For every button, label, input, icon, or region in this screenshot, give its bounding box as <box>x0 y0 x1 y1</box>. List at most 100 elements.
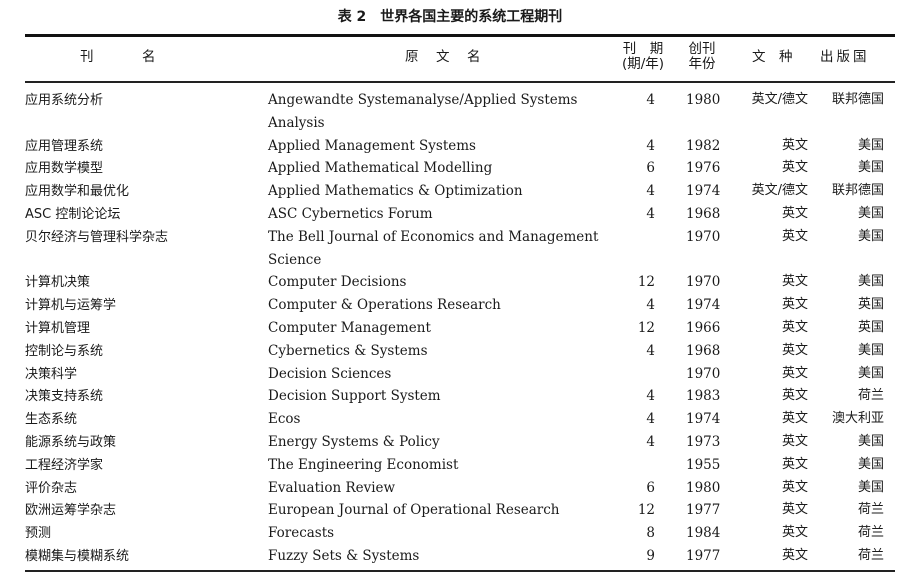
issues-per-year: 4 <box>646 92 655 108</box>
issues-per-year: 4 <box>646 388 655 405</box>
founded-year: 1974 <box>686 411 721 428</box>
journal-chinese-name: 应用管理系统 <box>25 138 104 154</box>
founded-year: 1974 <box>686 183 721 200</box>
founded-year: 1984 <box>686 525 721 542</box>
founded-year: 1968 <box>686 342 721 359</box>
language: 英文 <box>781 137 808 153</box>
journal-original-name: Fuzzy Sets & Systems <box>268 547 420 564</box>
header-rule <box>25 81 895 83</box>
table-row: 控制论与系统 Cybernetics & Systems 4 1968 英文 美国 <box>0 338 900 361</box>
language: 英文 <box>781 411 808 427</box>
journal-original-name: Cybernetics & Systems <box>268 342 428 359</box>
table-row: 能源系统与政策 Energy Systems & Policy 4 1973 英文 美国 <box>0 429 900 452</box>
publishing-country: 美国 <box>857 274 884 290</box>
header-founded: 创刊 年份 <box>684 42 720 72</box>
journal-original-name: The Bell Journal of Economics and Manage… <box>268 228 599 268</box>
journal-chinese-name: 应用数学和最优化 <box>25 184 130 200</box>
language: 英文 <box>781 297 808 313</box>
header-founded-line2: 年份 <box>688 56 716 72</box>
journal-original-name: Computer Management <box>268 319 431 336</box>
table-row: 应用数学模型 Applied Mathematical Modelling 6 197… <box>0 155 900 178</box>
publishing-country: 美国 <box>857 456 884 472</box>
language: 英文 <box>781 160 808 176</box>
table-row: 应用管理系统 Applied Management Systems 4 1982 英文 美… <box>0 133 900 156</box>
journal-chinese-name: 计算机与运筹学 <box>25 298 117 314</box>
founded-year: 1968 <box>686 205 721 222</box>
table-row: 模糊集与模糊系统 Fuzzy Sets & Systems 9 1977 英文 荷兰 <box>0 543 900 566</box>
header-frequency: 刊 期 (期/年) <box>618 42 668 72</box>
publishing-country: 美国 <box>857 137 884 153</box>
top-rule <box>25 34 895 37</box>
publishing-country: 联邦德国 <box>831 92 884 107</box>
issues-per-year: 4 <box>646 342 655 359</box>
founded-year: 1980 <box>686 479 721 496</box>
journal-original-name: Computer & Operations Research <box>268 297 501 314</box>
journal-original-name: Decision Support System <box>268 388 441 405</box>
publishing-country: 荷兰 <box>857 502 884 518</box>
header-language: 文 种 <box>752 49 793 65</box>
language: 英文 <box>781 205 808 221</box>
publishing-country: 美国 <box>857 365 884 381</box>
table-row: 决策科学 Decision Sciences 1970 英文 美国 <box>0 361 900 384</box>
journal-chinese-name: 欧洲运筹学杂志 <box>25 503 117 519</box>
table-row: 决策支持系统 Decision Support System 4 1983 英文 荷兰 <box>0 383 900 406</box>
journal-chinese-name: 生态系统 <box>25 412 78 428</box>
journal-original-name: Decision Sciences <box>268 365 392 382</box>
journal-chinese-name: 能源系统与政策 <box>25 434 117 450</box>
journal-chinese-name: 应用系统分析 <box>25 93 104 108</box>
table-row: 应用系统分析 Angewandte Systemanalyse/Applied S… <box>0 87 900 133</box>
table-row: 计算机管理 Computer Management 12 1966 英文 英国 <box>0 315 900 338</box>
journal-original-name: Applied Mathematics & Optimization <box>268 183 523 200</box>
founded-year: 1955 <box>686 456 721 473</box>
founded-year: 1970 <box>686 365 721 382</box>
journal-original-name: Energy Systems & Policy <box>268 433 440 450</box>
bottom-rule <box>25 570 895 572</box>
header-cn-name: 刊 名 <box>80 49 158 65</box>
founded-year: 1983 <box>686 388 721 405</box>
journal-chinese-name: 工程经济学家 <box>25 457 104 473</box>
founded-year: 1974 <box>686 297 721 314</box>
header-frequency-line1: 刊 期 <box>622 41 664 57</box>
language: 英文 <box>781 525 808 541</box>
issues-per-year: 4 <box>646 183 655 200</box>
journal-original-name: European Journal of Operational Research <box>268 502 560 519</box>
issues-per-year: 4 <box>646 297 655 314</box>
language: 英文 <box>781 547 808 563</box>
journal-original-name: Computer Decisions <box>268 274 407 291</box>
issues-per-year: 12 <box>637 502 655 519</box>
table-title: 表 2 世界各国主要的系统工程期刊 <box>337 9 563 25</box>
table-row: 应用数学和最优化 Applied Mathematics & Optimizati… <box>0 178 900 201</box>
journal-original-name: Angewandte Systemanalyse/Applied Systems… <box>268 92 578 131</box>
journal-chinese-name: 计算机管理 <box>25 320 91 336</box>
issues-per-year: 4 <box>646 433 655 450</box>
founded-year: 1977 <box>686 502 721 519</box>
language: 英文/德文 <box>751 183 808 199</box>
table-row: 计算机决策 Computer Decisions 12 1970 英文 美国 <box>0 269 900 292</box>
publishing-country: 英国 <box>857 297 884 313</box>
founded-year: 1980 <box>686 92 721 108</box>
language: 英文 <box>781 228 808 244</box>
journal-original-name: Evaluation Review <box>268 479 396 496</box>
journal-chinese-name: 控制论与系统 <box>25 343 104 359</box>
issues-per-year: 4 <box>646 205 655 222</box>
publishing-country: 荷兰 <box>857 525 884 541</box>
journal-chinese-name: 计算机决策 <box>25 275 91 291</box>
journal-original-name: Ecos <box>268 411 301 428</box>
journal-chinese-name: 预测 <box>25 526 52 542</box>
publishing-country: 荷兰 <box>857 547 884 563</box>
header-frequency-line2: (期/年) <box>621 56 665 72</box>
table-row: 欧洲运筹学杂志 European Journal of Operational R… <box>0 497 900 520</box>
issues-per-year: 6 <box>646 160 655 177</box>
journal-original-name: Forecasts <box>268 525 335 542</box>
language: 英文 <box>781 319 808 335</box>
journal-chinese-name: 决策支持系统 <box>25 389 104 405</box>
publishing-country: 联邦德国 <box>831 183 884 199</box>
issues-per-year: 12 <box>637 274 655 291</box>
issues-per-year: 9 <box>646 547 655 564</box>
publishing-country: 美国 <box>857 342 884 358</box>
publishing-country: 美国 <box>857 479 884 495</box>
journal-chinese-name: 贝尔经济与管理科学杂志 <box>25 229 169 245</box>
publishing-country: 美国 <box>857 433 884 449</box>
issues-per-year: 4 <box>646 137 655 154</box>
founded-year: 1977 <box>686 547 721 564</box>
